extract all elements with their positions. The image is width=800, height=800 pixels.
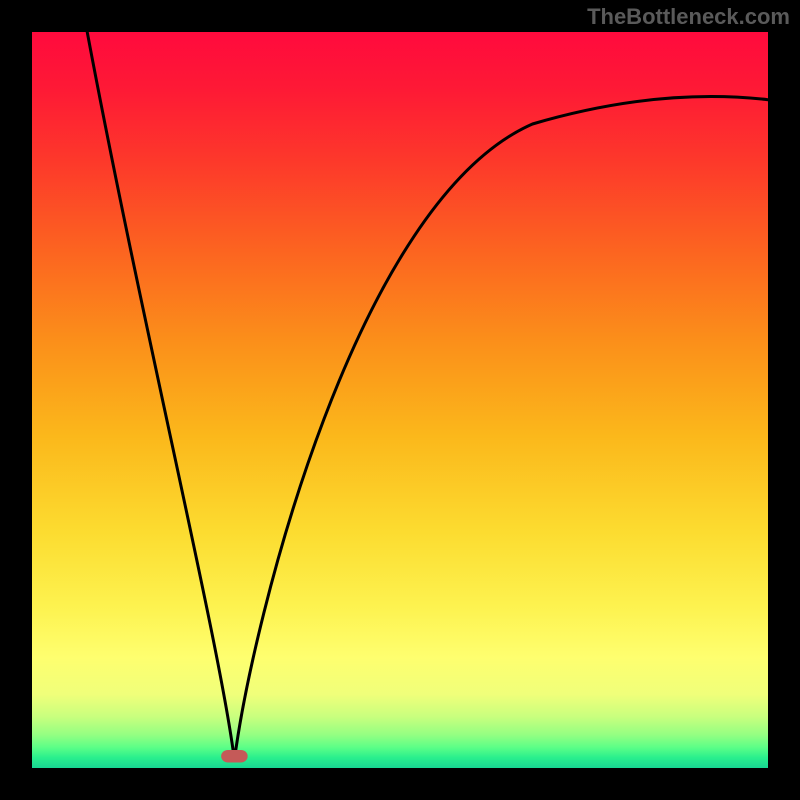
plot-background xyxy=(32,32,768,768)
watermark-text: TheBottleneck.com xyxy=(587,4,790,30)
apex-marker xyxy=(221,750,247,763)
chart-container: { "watermark": { "text": "TheBottleneck.… xyxy=(0,0,800,800)
bottleneck-chart xyxy=(0,0,800,800)
